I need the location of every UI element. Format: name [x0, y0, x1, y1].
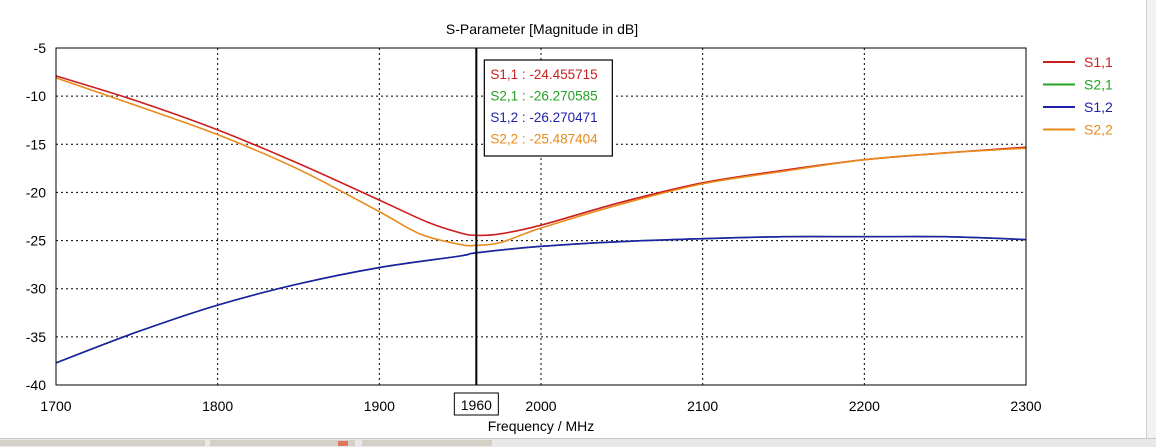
y-tick-label: -20: [26, 184, 46, 200]
x-axis-label: Frequency / MHz: [488, 418, 595, 434]
legend: S1,1 S2,1 S1,2 S2,2: [1043, 54, 1113, 138]
marker-readout-s12: S1,2 : -26.270471: [490, 110, 597, 125]
legend-label-s22: S2,2: [1084, 122, 1113, 138]
y-tick-label: -40: [26, 377, 46, 393]
marker-readout-box: [483, 59, 613, 157]
series-line-s12: [55, 235, 1027, 364]
bottom-tab[interactable]: [0, 440, 205, 446]
bottom-tab[interactable]: [210, 440, 355, 446]
x-tick-label: 2200: [849, 398, 880, 414]
y-tick-label: -10: [26, 88, 46, 104]
bottom-tab[interactable]: [362, 440, 492, 446]
status-strip: [0, 438, 1156, 447]
y-tick-label: -25: [26, 233, 46, 249]
marker-readout-s11: S1,1 : -24.455715: [490, 67, 597, 82]
y-tick-label: -30: [26, 281, 46, 297]
x-tick-label: 2100: [687, 398, 718, 414]
x-tick-label: 2000: [525, 398, 556, 414]
y-tick-label: -5: [34, 40, 47, 56]
axis-ticks: 1700 1800 1900 2000 2100 2200 2300 -5 -10 -15 -20 -…: [26, 40, 1042, 414]
chart-title: S-Parameter [Magnitude in dB]: [446, 21, 638, 37]
plot-border: [55, 47, 1027, 386]
x-tick-label: 2300: [1010, 398, 1041, 414]
marker-x-label: 1960: [461, 397, 492, 413]
marker-readout-s21: S2,1 : -26.270585: [490, 89, 597, 104]
x-tick-label: 1900: [364, 398, 395, 414]
window-edge: [1146, 0, 1156, 438]
x-tick-label: 1700: [40, 398, 71, 414]
legend-label-s21: S2,1: [1084, 77, 1113, 93]
legend-label-s11: S1,1: [1084, 54, 1113, 70]
y-tick-label: -15: [26, 136, 46, 152]
series-line-s22: [55, 77, 1027, 247]
marker-readout-s22: S2,2 : -25.487404: [490, 132, 598, 147]
series-lines: [55, 75, 1027, 364]
marker-x-label-box: [453, 392, 499, 416]
y-tick-label: -35: [26, 329, 46, 345]
x-tick-label: 1800: [202, 398, 233, 414]
marker-group[interactable]: 1960 S1,1 : -24.455715 S2,1 : -26.270585 S1…: [453, 48, 613, 416]
legend-label-s12: S1,2: [1084, 99, 1113, 115]
bottom-tab-icon: [338, 441, 348, 446]
